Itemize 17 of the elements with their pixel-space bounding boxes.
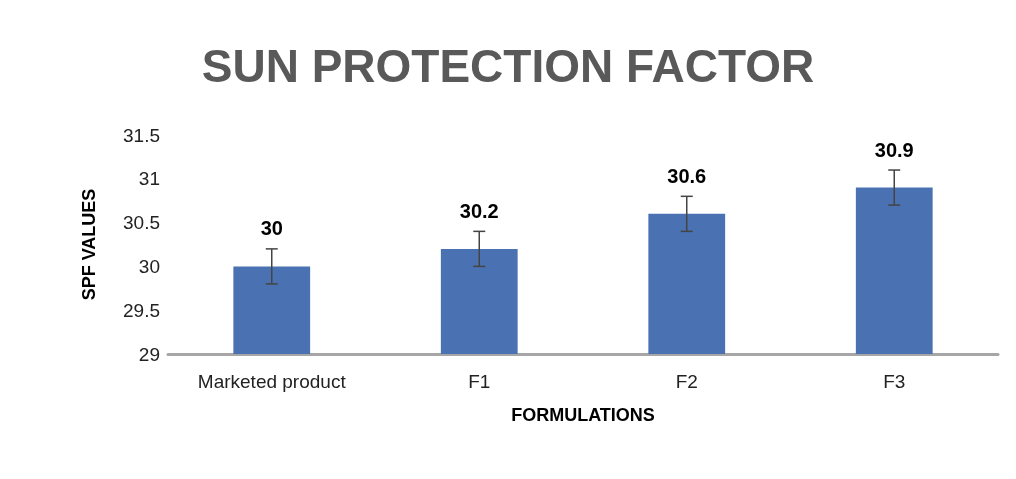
y-tick-label: 29.5 (123, 299, 160, 321)
y-tick-label: 31.5 (123, 124, 160, 146)
data-label: 30.6 (667, 164, 707, 187)
x-axis-title: FORMULATIONS (511, 405, 655, 425)
x-tick-label: F1 (468, 371, 491, 392)
x-tick-label: F3 (883, 371, 906, 392)
y-tick-label: 29 (138, 343, 160, 365)
data-label: 30.9 (874, 138, 914, 161)
y-tick-label: 30 (138, 255, 160, 277)
y-axis-title: SPF VALUES (79, 188, 99, 301)
y-tick-label: 31 (138, 168, 160, 190)
data-label: 30 (260, 217, 283, 240)
y-tick-label: 30.5 (123, 212, 160, 234)
chart-title: SUN PROTECTION FACTOR (201, 40, 815, 92)
x-tick-label: F2 (675, 371, 698, 392)
x-tick-label: Marketed product (197, 371, 347, 392)
data-label: 30.2 (459, 199, 499, 222)
